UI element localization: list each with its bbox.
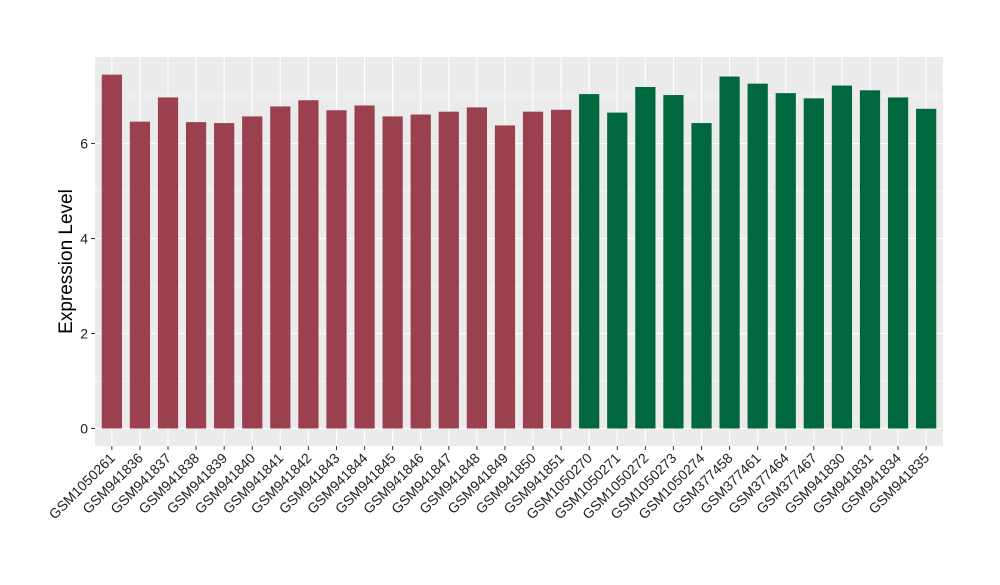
bar-gsm941846 <box>410 114 431 429</box>
minor-gridlines <box>95 95 943 382</box>
bar-gsm377467 <box>803 98 824 429</box>
bar-gsm377461 <box>747 83 768 429</box>
y-tick-label: 0 <box>80 421 88 437</box>
bar-gsm941837 <box>157 97 179 429</box>
bar-gsm1050272 <box>635 86 656 429</box>
bar-gsm941849 <box>494 125 516 429</box>
bar-gsm1050271 <box>607 112 628 429</box>
bar-gsm941838 <box>185 122 207 429</box>
bar-gsm941842 <box>298 100 319 429</box>
bar-gsm941850 <box>522 111 544 429</box>
bar-gsm1050261 <box>101 74 122 429</box>
y-tick-label: 6 <box>80 136 88 152</box>
bar-gsm941848 <box>466 107 487 429</box>
bar-gsm377458 <box>719 76 740 429</box>
bar-gsm941836 <box>129 121 151 429</box>
bar-gsm941835 <box>916 108 937 429</box>
bar-gsm941839 <box>214 123 235 429</box>
bar-gsm1050270 <box>579 94 600 429</box>
y-tick-label: 2 <box>80 326 88 342</box>
bar-gsm941840 <box>242 116 263 429</box>
bar-gsm1050274 <box>691 123 712 429</box>
bars <box>101 74 937 429</box>
bar-gsm1050273 <box>663 95 684 429</box>
bar-gsm941841 <box>270 106 291 429</box>
y-axis: 0 2 4 6 <box>80 136 95 437</box>
bar-gsm377464 <box>775 93 796 429</box>
bar-gsm941831 <box>859 90 881 429</box>
y-axis-title: Expression Level <box>56 189 77 334</box>
bar-gsm941844 <box>354 105 375 429</box>
bar-gsm941830 <box>831 85 853 429</box>
x-axis: GSM1050261GSM941836GSM941837GSM941838GSM… <box>46 446 932 522</box>
y-tick-label: 4 <box>80 231 88 247</box>
bar-gsm941843 <box>326 110 347 429</box>
bar-gsm941851 <box>551 109 572 429</box>
bar-gsm941847 <box>438 111 459 429</box>
bar-gsm941845 <box>382 116 403 429</box>
bar-gsm941834 <box>887 97 909 429</box>
